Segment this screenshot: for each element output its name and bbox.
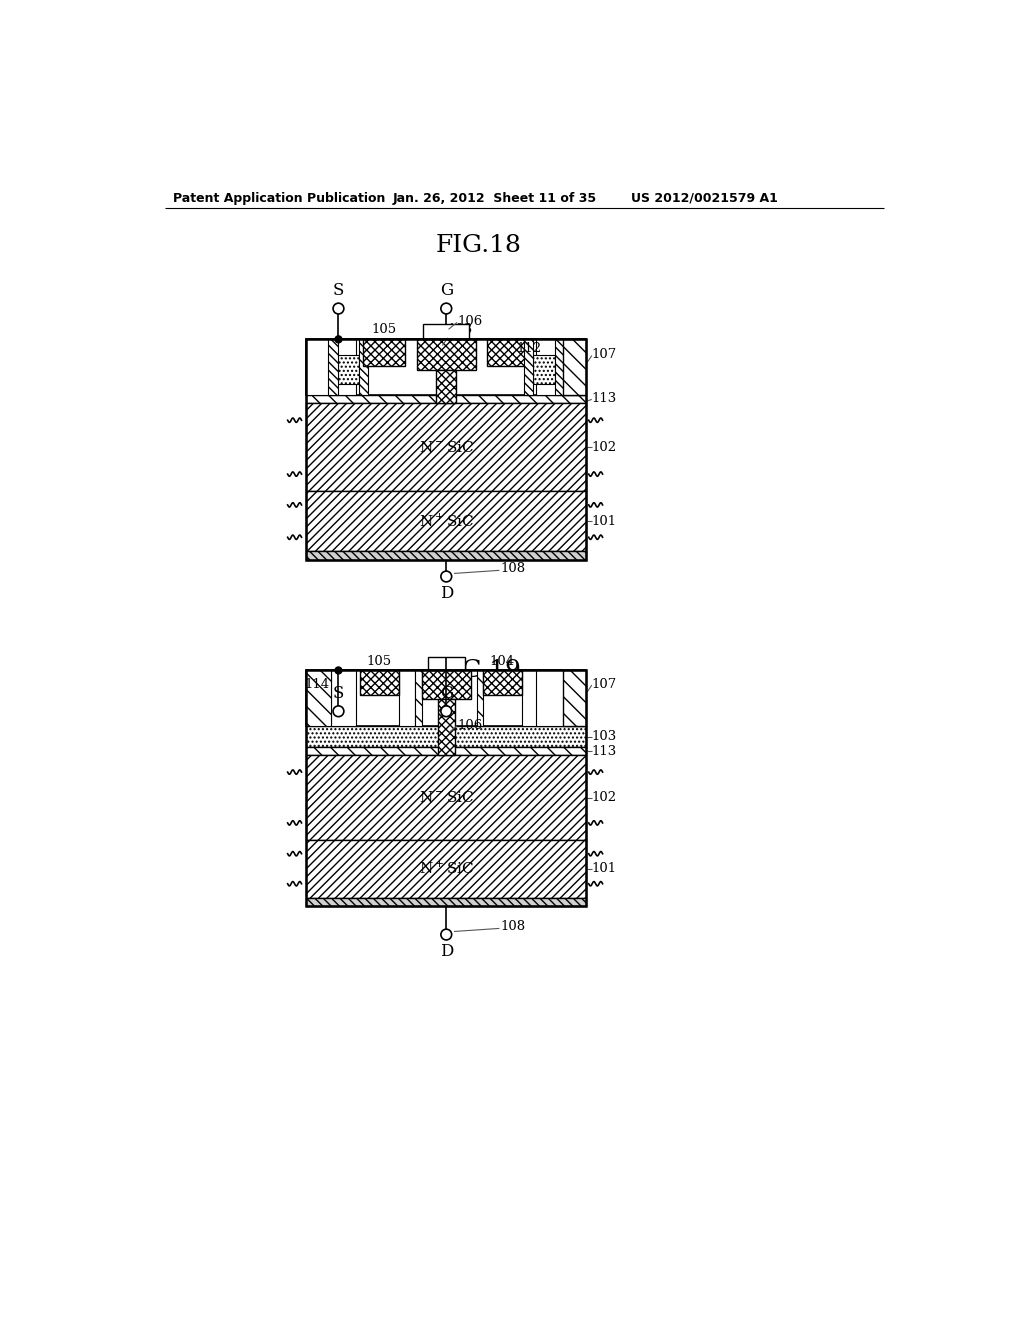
Text: 104: 104 (489, 655, 515, 668)
Text: D: D (439, 942, 453, 960)
Bar (364, 339, 406, 367)
Text: 102: 102 (592, 441, 616, 454)
Bar (416, 671, 422, 726)
Text: 106: 106 (458, 315, 483, 329)
Text: N$^-$SiC: N$^-$SiC (419, 789, 474, 805)
Bar (306, 840, 587, 898)
Bar (306, 339, 356, 395)
Text: 102: 102 (592, 791, 616, 804)
Text: 105: 105 (367, 655, 392, 668)
Text: FIG.18: FIG.18 (435, 234, 521, 257)
Text: 108: 108 (500, 920, 525, 933)
Text: 105: 105 (372, 323, 397, 337)
Bar (563, 671, 587, 726)
Circle shape (335, 335, 342, 343)
Text: 113: 113 (592, 392, 617, 405)
Circle shape (333, 706, 344, 717)
Bar (537, 339, 587, 395)
Text: S: S (333, 685, 344, 702)
Circle shape (333, 304, 344, 314)
Bar (483, 671, 521, 696)
Text: 103: 103 (592, 730, 617, 743)
Bar (306, 755, 587, 840)
Bar (306, 671, 587, 726)
Text: 112: 112 (516, 342, 541, 355)
Bar (306, 404, 587, 491)
Text: 108: 108 (500, 562, 525, 576)
Text: D: D (439, 585, 453, 602)
Bar (521, 671, 563, 726)
Bar (360, 671, 398, 696)
Text: 106: 106 (458, 718, 483, 731)
Bar (423, 323, 469, 339)
Bar (329, 339, 338, 395)
Bar (537, 671, 587, 726)
Bar (534, 355, 555, 384)
Bar (306, 491, 587, 552)
Text: 107: 107 (592, 348, 617, 362)
Bar (487, 339, 529, 367)
Bar (477, 671, 483, 726)
Bar (306, 898, 587, 906)
Bar (398, 671, 416, 726)
Bar (428, 656, 465, 671)
Text: 113: 113 (592, 744, 617, 758)
Bar (306, 671, 587, 906)
Bar (306, 671, 331, 726)
Text: G: G (439, 282, 453, 300)
Text: US 2012/0021579 A1: US 2012/0021579 A1 (631, 191, 778, 205)
Bar (306, 726, 587, 747)
Bar (438, 700, 455, 755)
Text: 114: 114 (304, 677, 330, 690)
Circle shape (441, 572, 452, 582)
Text: Patent Application Publication: Patent Application Publication (173, 191, 385, 205)
Bar (331, 671, 356, 726)
Bar (306, 339, 587, 560)
Bar (555, 339, 564, 395)
Bar (436, 370, 457, 404)
Text: G: G (439, 685, 453, 702)
Text: N$^-$SiC: N$^-$SiC (419, 440, 474, 454)
Bar (306, 552, 587, 560)
Text: Jan. 26, 2012  Sheet 11 of 35: Jan. 26, 2012 Sheet 11 of 35 (392, 191, 597, 205)
Bar (338, 355, 359, 384)
Text: 107: 107 (592, 677, 617, 690)
Circle shape (441, 706, 452, 717)
Bar (422, 671, 471, 700)
Text: 103: 103 (447, 323, 473, 337)
Circle shape (441, 929, 452, 940)
Bar (359, 339, 369, 395)
Bar (417, 339, 475, 370)
Circle shape (441, 304, 452, 314)
Text: S: S (333, 282, 344, 300)
Text: 101: 101 (592, 515, 616, 528)
Text: N$^+$SiC: N$^+$SiC (419, 512, 474, 529)
Text: 101: 101 (592, 862, 616, 875)
Text: FIG.19: FIG.19 (435, 659, 521, 682)
Bar (524, 339, 534, 395)
Text: N$^+$SiC: N$^+$SiC (419, 861, 474, 878)
Circle shape (335, 667, 342, 675)
Bar (306, 339, 587, 395)
Bar (306, 747, 587, 755)
Bar (306, 395, 587, 404)
Bar (563, 339, 587, 395)
